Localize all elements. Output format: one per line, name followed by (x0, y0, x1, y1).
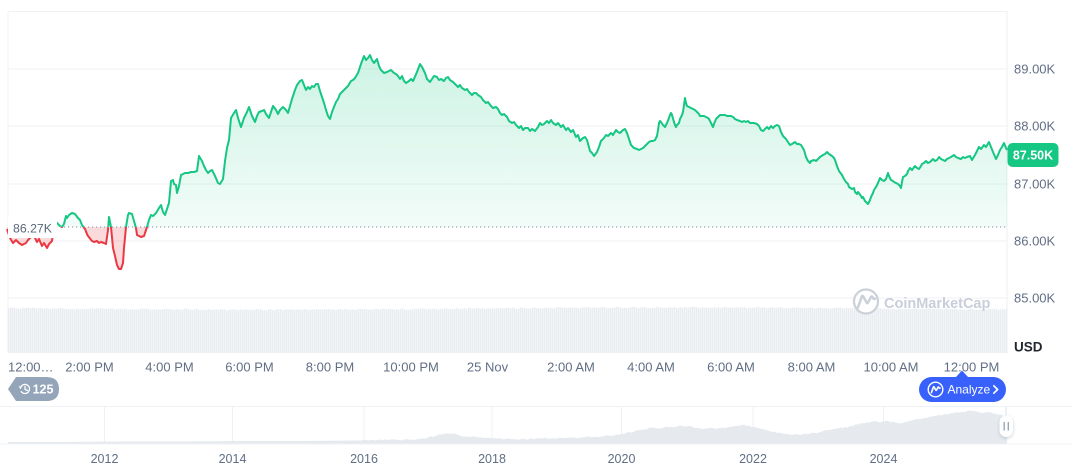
svg-text:10:00 PM: 10:00 PM (383, 360, 439, 375)
svg-text:8:00 AM: 8:00 AM (788, 360, 836, 375)
svg-text:86.00K: 86.00K (1014, 234, 1056, 249)
svg-text:4:00 AM: 4:00 AM (627, 360, 675, 375)
svg-text:2018: 2018 (478, 452, 506, 466)
svg-text:86.27K: 86.27K (13, 222, 53, 236)
svg-text:2024: 2024 (870, 452, 898, 466)
svg-text:8:00 PM: 8:00 PM (306, 360, 354, 375)
svg-text:87.00K: 87.00K (1014, 177, 1056, 192)
svg-text:2012: 2012 (91, 452, 119, 466)
svg-text:10:00 AM: 10:00 AM (864, 360, 919, 375)
svg-text:89.00K: 89.00K (1014, 62, 1056, 77)
svg-text:125: 125 (33, 383, 54, 397)
svg-text:87.50K: 87.50K (1013, 149, 1053, 163)
svg-text:25 Nov: 25 Nov (467, 360, 509, 375)
svg-text:2:00 PM: 2:00 PM (65, 360, 113, 375)
svg-text:6:00 AM: 6:00 AM (707, 360, 755, 375)
svg-text:Analyze: Analyze (948, 383, 991, 397)
svg-text:88.00K: 88.00K (1014, 119, 1056, 134)
svg-text:6:00 PM: 6:00 PM (225, 360, 273, 375)
svg-text:12:00 PM: 12:00 PM (944, 360, 1000, 375)
svg-text:2020: 2020 (608, 452, 636, 466)
svg-text:USD: USD (1014, 340, 1043, 355)
svg-text:2022: 2022 (739, 452, 767, 466)
svg-text:12:00…: 12:00… (8, 360, 54, 375)
svg-text:85.00K: 85.00K (1014, 291, 1056, 306)
svg-text:2014: 2014 (219, 452, 247, 466)
svg-text:2:00 AM: 2:00 AM (547, 360, 595, 375)
svg-text:2016: 2016 (350, 452, 378, 466)
svg-text:CoinMarketCap: CoinMarketCap (884, 296, 990, 312)
svg-text:4:00 PM: 4:00 PM (145, 360, 193, 375)
